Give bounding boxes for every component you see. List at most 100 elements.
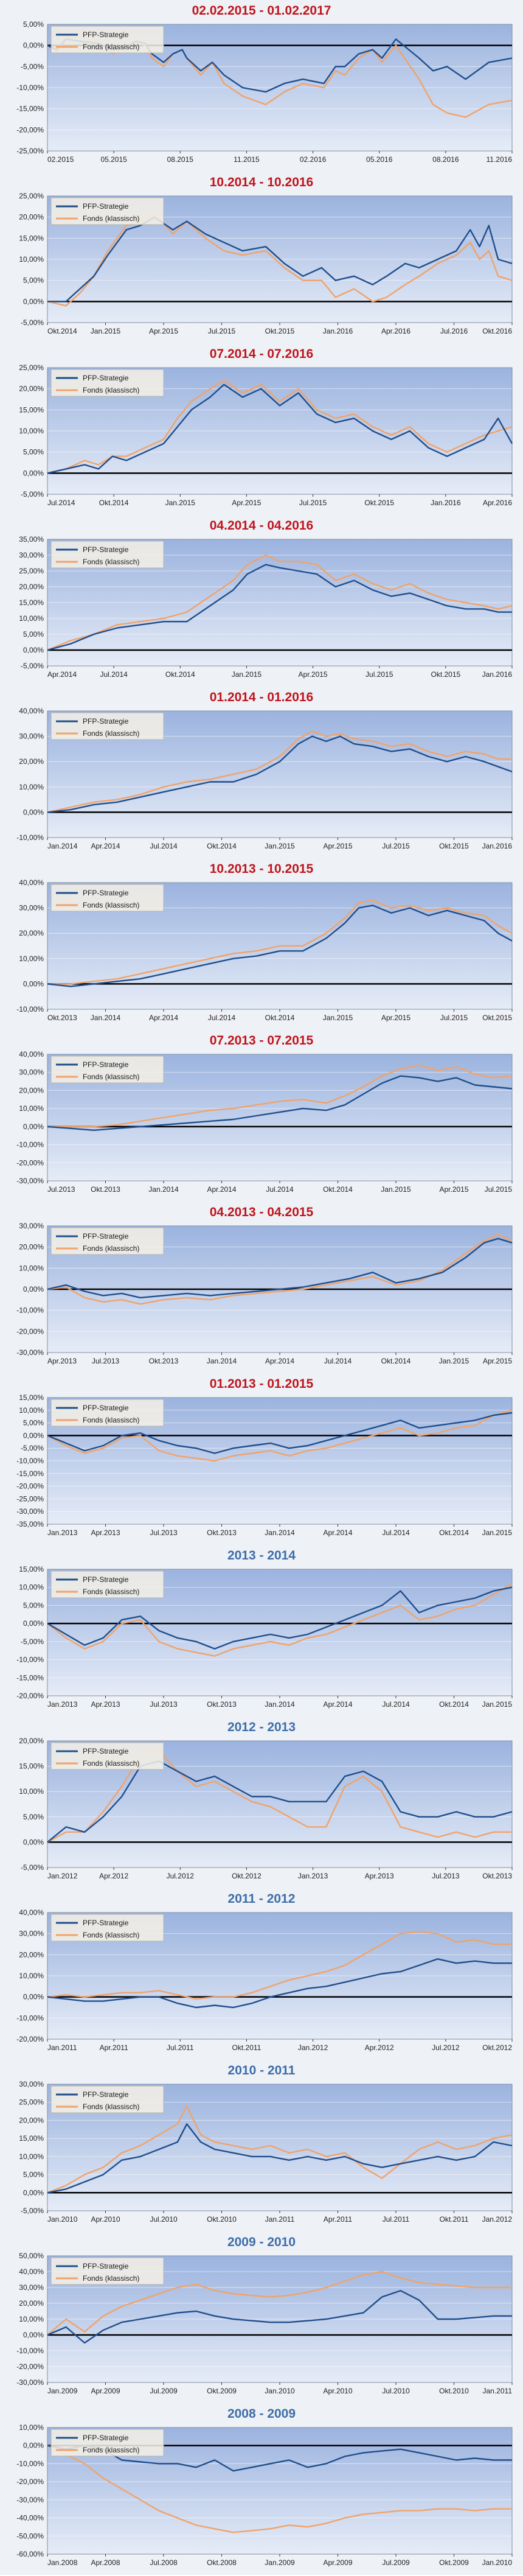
y-tick-label: 10,00% xyxy=(19,255,44,264)
y-tick-label: 35,00% xyxy=(19,535,44,544)
chart-panel: 07.2013 - 07.2015 40,00% 30,00% 20,00% 10,00… xyxy=(0,1030,523,1202)
y-tick-label: 0,00% xyxy=(23,1431,44,1440)
y-tick-label: 30,00% xyxy=(19,1930,44,1938)
line-chart: 15,00% 10,00% 5,00% 0,00% -5,00% -10,00% -15,0… xyxy=(16,1393,513,1537)
y-tick-label: 5,00% xyxy=(23,20,44,29)
x-tick-label: Okt.2015 xyxy=(265,327,295,335)
x-tick-label: Apr.2010 xyxy=(91,2215,120,2224)
y-tick-label: 0,00% xyxy=(23,979,44,988)
y-tick-label: 10,00% xyxy=(19,2315,44,2323)
line-chart: 25,00% 20,00% 15,00% 10,00% 5,00% 0,00% -5,00%… xyxy=(19,192,513,335)
x-tick-label: Okt.2009 xyxy=(207,2387,237,2395)
y-tick-label: 30,00% xyxy=(19,551,44,559)
y-tick-label: -5,00% xyxy=(21,1863,44,1872)
x-tick-label: Jan.2016 xyxy=(323,327,353,335)
y-tick-label: 10,00% xyxy=(19,1104,44,1113)
x-tick-label: Jul.2015 xyxy=(485,1185,513,1194)
y-tick-label: -30,00% xyxy=(16,1177,44,1185)
y-tick-label: 0,00% xyxy=(23,808,44,816)
series-line-strategy xyxy=(47,1412,513,1454)
legend xyxy=(50,2085,164,2113)
x-tick-label: Jan.2016 xyxy=(431,499,461,507)
y-tick-label: 25,00% xyxy=(19,192,44,200)
y-tick-label: 25,00% xyxy=(19,567,44,575)
x-tick-label: Jul.2009 xyxy=(382,2558,410,2567)
y-tick-label: 0,00% xyxy=(23,2331,44,2339)
legend xyxy=(50,26,164,54)
y-tick-label: 20,00% xyxy=(19,2116,44,2124)
x-tick-label: Okt.2014 xyxy=(381,1357,411,1365)
line-chart: 25,00% 20,00% 15,00% 10,00% 5,00% 0,00% -5,00%… xyxy=(19,363,513,507)
x-tick-label: Jul.2012 xyxy=(167,1872,195,1880)
chart-panel: 01.2014 - 01.2016 40,00% 30,00% 20,00% 10,00… xyxy=(0,687,523,858)
chart-title: 2009 - 2010 xyxy=(227,2235,296,2249)
chart-title: 2008 - 2009 xyxy=(227,2407,296,2421)
y-tick-label: -10,00% xyxy=(16,2347,44,2355)
x-tick-label: Apr.2009 xyxy=(323,2558,352,2567)
chart-panel: 01.2013 - 01.2015 15,00% 10,00% 5,00% 0,00% -… xyxy=(0,1373,523,1545)
x-tick-label: Jul.2013 xyxy=(92,1357,120,1365)
y-tick-label: 30,00% xyxy=(19,2283,44,2292)
legend xyxy=(50,1227,164,1255)
line-chart: 50,00% 40,00% 30,00% 20,00% 10,00% 0,00% -10,0… xyxy=(16,2252,513,2395)
x-tick-label: Okt.2015 xyxy=(431,670,461,679)
x-tick-label: Apr.2013 xyxy=(365,1872,394,1880)
chart-panel: 02.02.2015 - 01.02.2017 5,00% 0,00% -5,00% -… xyxy=(0,0,523,172)
x-tick-label: Jul.2013 xyxy=(150,1528,178,1537)
y-tick-label: 0,00% xyxy=(23,1122,44,1131)
x-tick-label: Okt.2014 xyxy=(265,1013,295,1022)
x-tick-label: Jul.2012 xyxy=(432,2043,460,2052)
legend-label-strategy: PFP-Strategie xyxy=(83,374,129,382)
y-tick-label: -20,00% xyxy=(16,1327,44,1335)
y-tick-label: 50,00% xyxy=(19,2252,44,2260)
y-tick-label: 10,00% xyxy=(19,2423,44,2432)
y-tick-label: 40,00% xyxy=(19,1908,44,1917)
x-tick-label: Jan.2013 xyxy=(298,1872,328,1880)
y-tick-label: -5,00% xyxy=(21,62,44,71)
legend-label-strategy: PFP-Strategie xyxy=(83,1575,129,1584)
y-tick-label: -10,00% xyxy=(16,833,44,842)
y-tick-label: -10,00% xyxy=(16,83,44,92)
line-chart: 5,00% 0,00% -5,00% -10,00% -15,00% -20,00% -25… xyxy=(16,20,513,164)
y-tick-label: -5,00% xyxy=(21,490,44,499)
y-tick-label: -10,00% xyxy=(16,1306,44,1315)
y-tick-label: 20,00% xyxy=(19,583,44,591)
legend-label-strategy: PFP-Strategie xyxy=(83,30,129,39)
legend-label-fund: Fonds (klassisch) xyxy=(83,2446,139,2454)
x-tick-label: Apr.2013 xyxy=(91,1700,120,1709)
legend-label-fund: Fonds (klassisch) xyxy=(83,2274,139,2283)
y-tick-label: 20,00% xyxy=(19,385,44,393)
x-tick-label: Apr.2015 xyxy=(381,1013,410,1022)
legend-label-strategy: PFP-Strategie xyxy=(83,1747,129,1755)
x-tick-label: 11.2016 xyxy=(487,155,513,164)
x-tick-label: Okt.2014 xyxy=(165,670,195,679)
x-tick-label: Jan.2014 xyxy=(47,842,78,850)
x-tick-label: Jan.2010 xyxy=(482,2558,513,2567)
y-tick-label: 0,00% xyxy=(23,1993,44,2001)
y-tick-label: 15,00% xyxy=(19,1565,44,1573)
y-tick-label: -10,00% xyxy=(16,1141,44,1149)
x-tick-label: Jan.2014 xyxy=(148,1185,179,1194)
y-tick-label: 20,00% xyxy=(19,1086,44,1094)
x-tick-label: Jul.2014 xyxy=(47,499,75,507)
chart-title: 01.2014 - 01.2016 xyxy=(209,690,314,704)
chart-title: 10.2013 - 10.2015 xyxy=(209,862,314,876)
x-tick-label: Jan.2015 xyxy=(91,327,121,335)
x-tick-label: Apr.2015 xyxy=(232,499,261,507)
y-tick-label: 15,00% xyxy=(19,405,44,414)
legend-label-fund: Fonds (klassisch) xyxy=(83,729,139,738)
series-line-strategy xyxy=(47,905,513,987)
x-tick-label: Jul.2015 xyxy=(299,499,327,507)
y-tick-label: -20,00% xyxy=(16,1158,44,1167)
x-tick-label: Jan.2015 xyxy=(232,670,262,679)
x-tick-label: Okt.2015 xyxy=(482,1013,512,1022)
legend-label-fund: Fonds (klassisch) xyxy=(83,1587,139,1596)
x-tick-label: Jan.2009 xyxy=(47,2387,78,2395)
legend-label-fund: Fonds (klassisch) xyxy=(83,1244,139,1253)
x-tick-label: Jan.2014 xyxy=(265,1528,295,1537)
x-tick-label: Jul.2013 xyxy=(150,1700,178,1709)
x-tick-label: Jul.2016 xyxy=(440,327,468,335)
legend-label-strategy: PFP-Strategie xyxy=(83,2434,129,2442)
x-tick-label: Jul.2009 xyxy=(150,2387,178,2395)
series-line-strategy xyxy=(47,2445,512,2472)
